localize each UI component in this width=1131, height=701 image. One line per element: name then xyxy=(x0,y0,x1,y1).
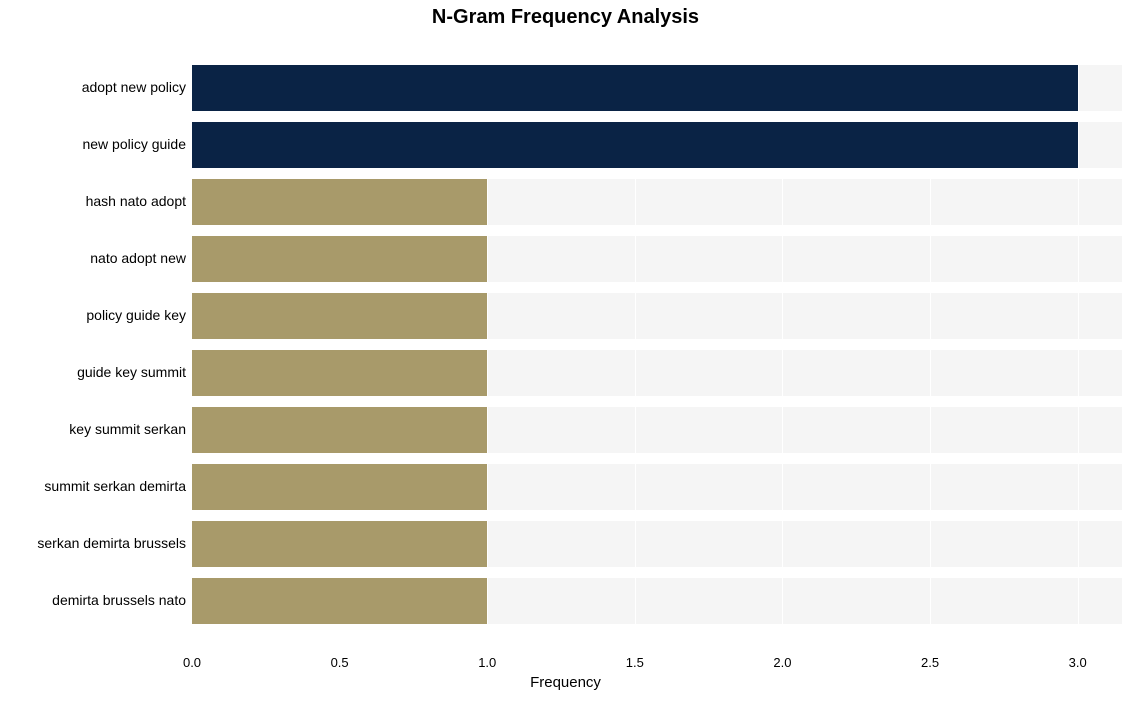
x-axis-label: Frequency xyxy=(0,674,1131,691)
plot-area xyxy=(192,33,1122,630)
bar xyxy=(192,350,487,396)
x-tick-label: 1.0 xyxy=(478,655,496,670)
grid-vline xyxy=(1078,33,1079,630)
grid-band xyxy=(192,396,1122,407)
y-tick-label: nato adopt new xyxy=(90,250,186,266)
bar xyxy=(192,578,487,624)
x-tick-label: 0.5 xyxy=(331,655,349,670)
y-tick-label: new policy guide xyxy=(82,136,186,152)
y-tick-label: hash nato adopt xyxy=(86,193,186,209)
chart-title: N-Gram Frequency Analysis xyxy=(0,6,1131,29)
bar xyxy=(192,65,1078,111)
x-tick-label: 0.0 xyxy=(183,655,201,670)
ngram-frequency-chart: N-Gram Frequency Analysis Frequency adop… xyxy=(0,0,1131,701)
x-tick-label: 3.0 xyxy=(1069,655,1087,670)
grid-band xyxy=(192,453,1122,464)
y-tick-label: adopt new policy xyxy=(82,79,186,95)
x-tick-label: 2.5 xyxy=(921,655,939,670)
x-tick-label: 2.0 xyxy=(773,655,791,670)
bar xyxy=(192,293,487,339)
y-tick-label: guide key summit xyxy=(77,364,186,380)
bar xyxy=(192,407,487,453)
bar xyxy=(192,179,487,225)
y-tick-label: summit serkan demirta xyxy=(44,478,186,494)
grid-band xyxy=(192,510,1122,521)
grid-band xyxy=(192,225,1122,236)
x-tick-label: 1.5 xyxy=(626,655,644,670)
grid-band xyxy=(192,339,1122,350)
y-tick-label: policy guide key xyxy=(86,307,186,323)
bar xyxy=(192,236,487,282)
grid-band xyxy=(192,567,1122,578)
bar xyxy=(192,122,1078,168)
y-tick-label: demirta brussels nato xyxy=(52,592,186,608)
grid-band xyxy=(192,111,1122,122)
grid-band xyxy=(192,168,1122,179)
grid-band xyxy=(192,282,1122,293)
bar xyxy=(192,464,487,510)
y-tick-label: serkan demirta brussels xyxy=(37,535,186,551)
y-tick-label: key summit serkan xyxy=(69,421,186,437)
bar xyxy=(192,521,487,567)
grid-band xyxy=(192,33,1122,65)
grid-band xyxy=(192,624,1122,635)
